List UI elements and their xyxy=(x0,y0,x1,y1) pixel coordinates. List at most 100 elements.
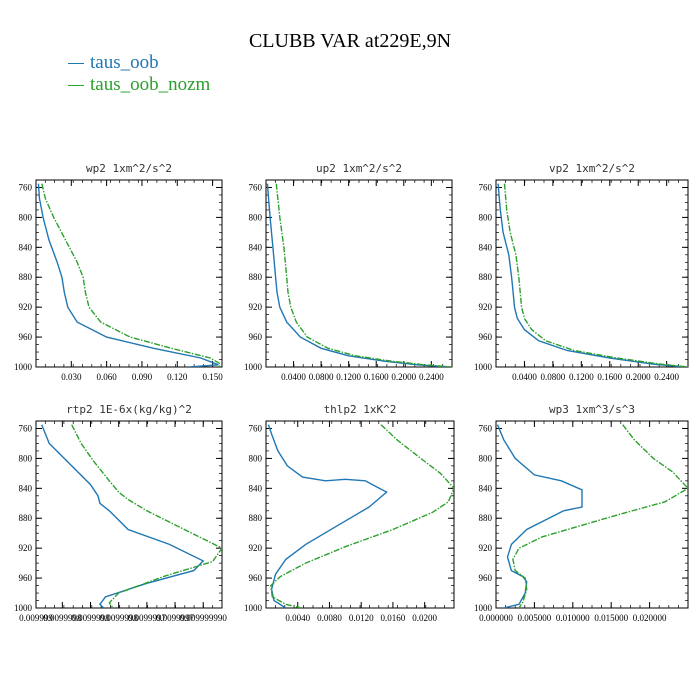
y-tick-label: 760 xyxy=(479,182,493,192)
y-tick-label: 840 xyxy=(249,242,263,252)
y-tick-label: 840 xyxy=(479,242,493,252)
legend-line-icon xyxy=(68,84,84,86)
x-tick-label: 0.2000 xyxy=(391,372,416,382)
x-tick-label: 0.120 xyxy=(167,372,188,382)
y-tick-label: 960 xyxy=(19,332,33,342)
x-tick-label: 0.0080 xyxy=(317,613,342,623)
legend-item-taus-oob-nozm: taus_oob_nozm xyxy=(68,74,210,96)
x-tick-label: 0.0099997 xyxy=(156,613,195,623)
x-tick-label: 0.0400 xyxy=(512,372,537,382)
series-line-taus-oob-nozm xyxy=(275,183,452,367)
y-tick-label: 960 xyxy=(249,332,263,342)
y-tick-label: 1000 xyxy=(244,603,263,613)
y-tick-label: 1000 xyxy=(474,362,493,372)
x-tick-label: 0.1200 xyxy=(569,372,594,382)
x-tick-label: 0.0800 xyxy=(541,372,566,382)
figure-title: CLUBB VAR at229E,9N xyxy=(248,30,452,52)
x-tick-label: 0.1600 xyxy=(364,372,389,382)
subplot: rtp2 1E-6x(kg/kg)^2 760 800 840 880 920 960 100… xyxy=(14,403,227,623)
legend-item-taus-oob: taus_oob xyxy=(68,52,210,74)
x-tick-label: 0.150 xyxy=(202,372,223,382)
x-tick-label: 0.0160 xyxy=(381,613,406,623)
y-tick-label: 800 xyxy=(249,212,263,222)
series-line-taus-oob xyxy=(496,424,583,608)
series-line-taus-oob xyxy=(41,424,205,608)
y-tick-label: 840 xyxy=(249,483,263,493)
plot-frame xyxy=(495,179,689,368)
x-tick-label: 0.2000 xyxy=(626,372,651,382)
subplot-title: wp3 1xm^3/s^3 xyxy=(549,403,635,416)
y-tick-label: 800 xyxy=(479,212,493,222)
subplot: vp2 1xm^2/s^2 760 800 840 880 920 960 1000 0.040… xyxy=(474,162,689,382)
series-line-taus-oob xyxy=(267,424,388,608)
plot-frame xyxy=(265,179,453,368)
subplot-title: up2 1xm^2/s^2 xyxy=(316,162,402,175)
x-tick-label: 0.0400 xyxy=(281,372,306,382)
x-tick-label: 0.000000 xyxy=(479,613,513,623)
y-tick-label: 1000 xyxy=(474,603,493,613)
series-line-taus-oob xyxy=(266,183,449,367)
y-tick-label: 880 xyxy=(19,513,33,523)
x-tick-label: 0.0200 xyxy=(412,613,437,623)
subplot-title: vp2 1xm^2/s^2 xyxy=(549,162,635,175)
y-tick-label: 760 xyxy=(19,423,33,433)
x-tick-label: 0.0040 xyxy=(285,613,310,623)
subplot: wp3 1xm^3/s^3 760 800 840 880 920 960 10000.000… xyxy=(474,403,689,623)
subplot: thlp2 1xK^2 760 800 840 880 920 960 1000 0.0040 0… xyxy=(244,403,455,623)
y-tick-label: 840 xyxy=(479,483,493,493)
legend-line-icon xyxy=(68,62,84,64)
series-line-taus-oob-nozm xyxy=(270,424,454,608)
legend-label: taus_oob xyxy=(90,52,159,73)
plot-frame xyxy=(35,179,223,368)
subplot: wp2 1xm^2/s^2 760 800 840 880 920 960 1000 0.030… xyxy=(14,162,223,382)
subplot-title: wp2 1xm^2/s^2 xyxy=(86,162,172,175)
y-tick-label: 800 xyxy=(19,453,33,463)
y-tick-label: 880 xyxy=(249,513,263,523)
y-tick-label: 800 xyxy=(19,212,33,222)
y-tick-label: 1000 xyxy=(14,603,33,613)
y-tick-label: 760 xyxy=(249,182,263,192)
y-tick-label: 800 xyxy=(479,453,493,463)
x-tick-label: 0.0099998 xyxy=(71,613,110,623)
x-tick-label: 0.015000 xyxy=(594,613,628,623)
y-tick-label: 760 xyxy=(249,423,263,433)
x-tick-label: 0.2400 xyxy=(419,372,444,382)
y-tick-label: 920 xyxy=(249,543,263,553)
x-tick-label: 0.009999 xyxy=(19,613,53,623)
x-tick-label: 0.010000 xyxy=(556,613,590,623)
x-tick-label: 0.009999990 xyxy=(180,613,228,623)
y-tick-label: 760 xyxy=(479,423,493,433)
y-tick-label: 960 xyxy=(479,332,493,342)
y-tick-label: 1000 xyxy=(14,362,33,372)
y-tick-label: 880 xyxy=(19,272,33,282)
series-line-taus-oob xyxy=(497,183,685,367)
y-tick-label: 840 xyxy=(19,242,33,252)
legend-label: taus_oob_nozm xyxy=(90,74,211,95)
x-tick-label: 0.0120 xyxy=(349,613,374,623)
y-tick-label: 960 xyxy=(249,573,263,583)
x-tick-label: 0.090 xyxy=(132,372,153,382)
x-tick-label: 0.1200 xyxy=(336,372,361,382)
y-tick-label: 880 xyxy=(479,513,493,523)
y-tick-label: 840 xyxy=(19,483,33,493)
subplot-title: thlp2 1xK^2 xyxy=(324,403,397,416)
y-tick-label: 920 xyxy=(479,302,493,312)
series-line-taus-oob-nozm xyxy=(71,424,222,608)
x-tick-label: 0.020000 xyxy=(633,613,667,623)
y-tick-label: 880 xyxy=(249,272,263,282)
y-tick-label: 760 xyxy=(19,182,33,192)
series-line-taus-oob-nozm xyxy=(41,183,222,367)
x-tick-label: 0.0099998 xyxy=(100,613,139,623)
x-tick-label: 0.0099998 xyxy=(43,613,82,623)
y-tick-label: 920 xyxy=(249,302,263,312)
plot-frame xyxy=(35,420,223,609)
series-line-taus-oob-nozm xyxy=(503,183,688,367)
y-tick-label: 960 xyxy=(479,573,493,583)
y-tick-label: 1000 xyxy=(244,362,263,372)
subplot-title: rtp2 1E-6x(kg/kg)^2 xyxy=(66,403,192,416)
subplot: up2 1xm^2/s^2 760 800 840 880 920 960 1000 0.040… xyxy=(244,162,453,382)
series-line-taus-oob-nozm xyxy=(512,424,688,608)
y-tick-label: 920 xyxy=(19,543,33,553)
x-tick-label: 0.060 xyxy=(97,372,118,382)
